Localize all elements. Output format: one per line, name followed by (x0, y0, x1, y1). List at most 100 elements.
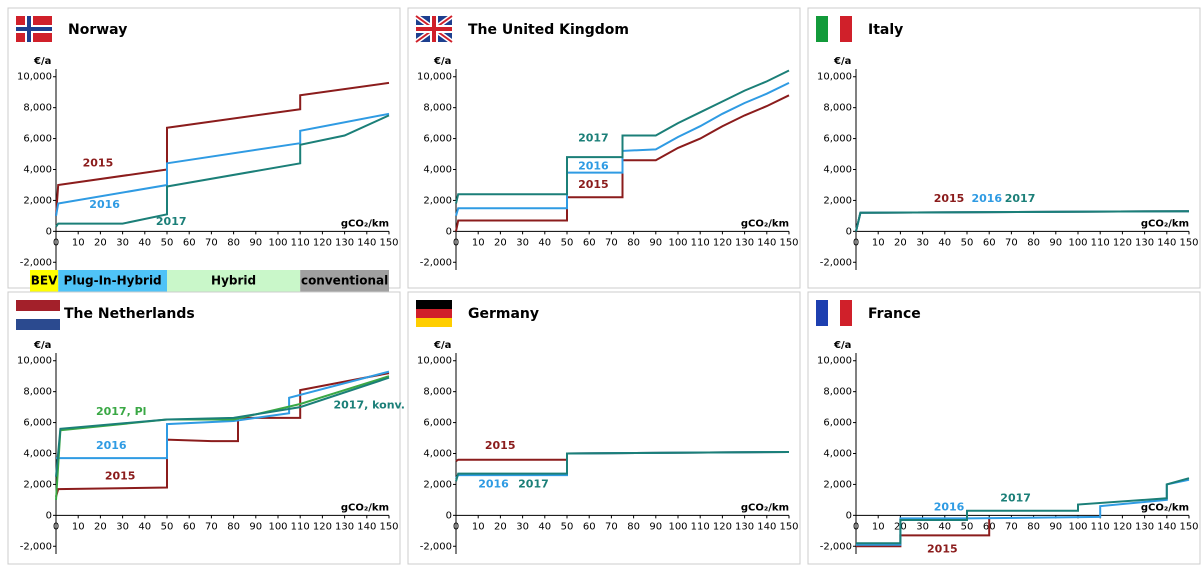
series-label: 2017 (1000, 491, 1031, 504)
flag (816, 16, 852, 42)
x-tick-label: 80 (1027, 521, 1040, 532)
x-tick-label: 80 (227, 521, 240, 532)
x-tick-label: 130 (335, 237, 354, 248)
y-tick-label: 0 (446, 226, 452, 237)
x-tick-label: 150 (1179, 237, 1198, 248)
x-tick-label: 140 (757, 521, 776, 532)
x-tick-label: 110 (1091, 521, 1110, 532)
band-label: conventional (301, 274, 388, 288)
flag (16, 300, 60, 330)
line-series (55, 81, 390, 216)
chart-title: The Netherlands (64, 306, 195, 322)
x-tick-label: 10 (72, 237, 85, 248)
x-tick-label: 40 (938, 237, 951, 248)
y-tick-label: 4,000 (23, 449, 52, 460)
x-tick-label: 120 (713, 521, 732, 532)
chart-title: Italy (868, 22, 903, 38)
x-tick-label: 70 (1005, 521, 1018, 532)
line-series (455, 451, 790, 482)
x-tick-label: 10 (472, 237, 485, 248)
y-tick-label: -2,000 (20, 257, 52, 268)
x-tick-label: 140 (357, 237, 376, 248)
x-tick-label: 40 (938, 521, 951, 532)
line-series (455, 94, 790, 232)
x-tick-label: 50 (561, 237, 574, 248)
x-tick-label: 10 (872, 237, 885, 248)
y-tick-label: 0 (846, 226, 852, 237)
band (30, 270, 59, 292)
x-tick-label: 150 (379, 237, 398, 248)
series-label: 2015 (934, 192, 965, 205)
x-tick-label: 90 (1049, 237, 1062, 248)
flag (840, 16, 852, 42)
line-series (855, 210, 1190, 232)
band-label: Plug-In-Hybrid (64, 274, 162, 288)
x-tick-label: 50 (561, 521, 574, 532)
line-series (55, 114, 390, 228)
flag (828, 300, 840, 326)
series-label: 2016 (578, 159, 609, 172)
x-tick-label: 100 (668, 237, 687, 248)
flag (416, 300, 452, 327)
x-tick-label: 130 (1135, 521, 1154, 532)
y-tick-label: 2,000 (823, 195, 852, 206)
flag (16, 311, 60, 319)
x-tick-label: 90 (249, 521, 262, 532)
flag (16, 27, 52, 31)
y-tick-label: 6,000 (423, 134, 452, 145)
y-tick-label: 0 (46, 226, 52, 237)
y-tick-label: 8,000 (823, 103, 852, 114)
x-tick-label: 70 (605, 237, 618, 248)
x-axis-label: gCO₂/km (1141, 218, 1189, 229)
x-tick-label: 50 (961, 237, 974, 248)
y-tick-label: 6,000 (23, 418, 52, 429)
flag (416, 16, 452, 42)
x-tick-label: 70 (1005, 237, 1018, 248)
y-axis-label: €/a (433, 340, 451, 351)
flag (414, 13, 454, 45)
y-tick-label: 4,000 (823, 449, 852, 460)
x-tick-label: 80 (227, 237, 240, 248)
x-tick-label: 20 (94, 521, 107, 532)
flag (816, 300, 828, 326)
x-tick-label: 20 (94, 237, 107, 248)
flag (16, 319, 60, 330)
x-tick-label: 30 (516, 237, 529, 248)
series-label: 2015 (927, 542, 958, 555)
series-label: 2017 (1005, 192, 1036, 205)
x-tick-label: 100 (1068, 521, 1087, 532)
series-label: 2016 (89, 198, 120, 211)
y-tick-label: 10,000 (417, 356, 452, 367)
x-tick-label: 110 (691, 521, 710, 532)
y-tick-label: 10,000 (17, 72, 52, 83)
x-tick-label: 90 (249, 237, 262, 248)
y-tick-label: 4,000 (823, 165, 852, 176)
series-label: 2015 (485, 439, 516, 452)
x-tick-label: 50 (961, 521, 974, 532)
x-tick-label: 80 (627, 237, 640, 248)
flag (416, 318, 452, 327)
x-tick-label: 80 (627, 521, 640, 532)
x-tick-label: 10 (872, 521, 885, 532)
x-tick-label: 70 (205, 237, 218, 248)
y-tick-label: 0 (446, 510, 452, 521)
x-tick-label: 90 (1049, 521, 1062, 532)
series-label: 2017 (518, 477, 549, 490)
x-tick-label: 100 (1068, 237, 1087, 248)
y-tick-label: 8,000 (23, 103, 52, 114)
y-tick-label: 8,000 (423, 387, 452, 398)
x-tick-label: 0 (53, 521, 59, 532)
y-tick-label: 4,000 (23, 165, 52, 176)
y-tick-label: 2,000 (23, 479, 52, 490)
y-tick-label: 8,000 (23, 387, 52, 398)
x-tick-label: 60 (583, 237, 596, 248)
y-tick-label: 6,000 (823, 134, 852, 145)
series-label: 2016 (96, 439, 127, 452)
x-tick-label: 30 (516, 521, 529, 532)
y-tick-label: 8,000 (823, 387, 852, 398)
y-axis-label: €/a (433, 56, 451, 67)
y-tick-label: -2,000 (20, 541, 52, 552)
band-label: BEV (31, 274, 58, 288)
band (167, 270, 301, 292)
panel (407, 7, 801, 289)
